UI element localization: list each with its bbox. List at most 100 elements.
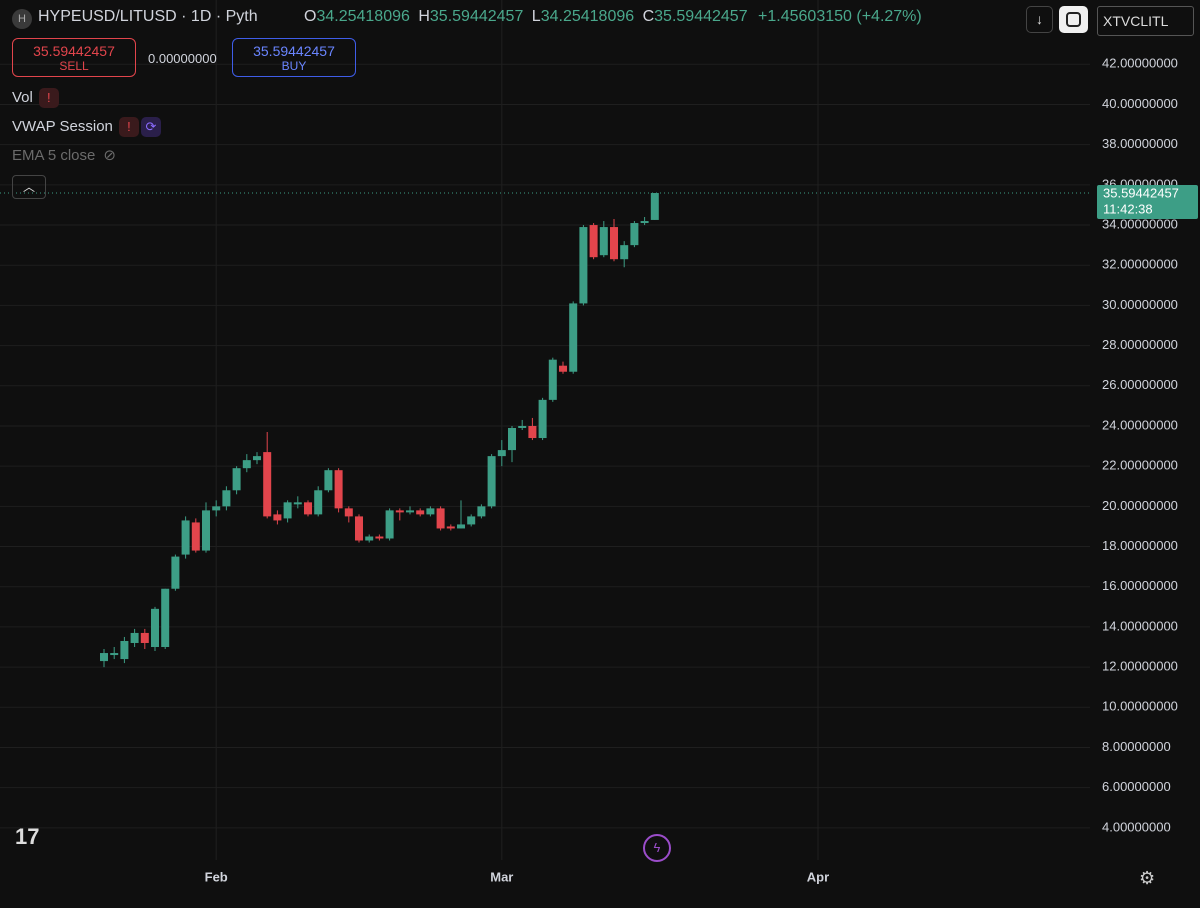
last-price-box [1097, 185, 1198, 220]
candle-body [436, 508, 445, 529]
symbol-title[interactable]: HYPEUSD/LITUSD · 1D · Pyth [38, 8, 258, 25]
candle-body [395, 510, 404, 513]
ohlc-label: H [418, 8, 430, 25]
candle-body [579, 227, 588, 304]
ohlc-value: 35.59442457 [654, 8, 748, 25]
candle-body [324, 470, 333, 491]
candle-body [589, 225, 598, 258]
collapse-button[interactable]: ↓ [1026, 6, 1053, 33]
candle-body [273, 514, 282, 521]
y-tick-label: 12.00000000 [1102, 659, 1178, 674]
candle-body [640, 221, 649, 224]
error-badge: ! [38, 88, 59, 108]
candle-body [528, 425, 537, 439]
y-tick-label: 10.00000000 [1102, 699, 1178, 714]
candle-body [334, 470, 343, 509]
x-tick-label: Mar [490, 869, 513, 884]
hidden-icon: ⊘ [103, 147, 116, 164]
candle-body [242, 460, 251, 469]
candle-body [314, 490, 323, 515]
indicator-row[interactable]: Vol! [12, 88, 59, 108]
compare-icon [1066, 12, 1081, 27]
candle-body [426, 508, 435, 515]
candle-body [191, 522, 200, 551]
candle-body [508, 427, 516, 451]
candle-body [620, 245, 629, 260]
candle-body [222, 490, 231, 507]
indicator-name: EMA 5 close [12, 147, 96, 164]
candle-body [385, 510, 394, 539]
candle-body [181, 520, 190, 555]
candle-body [538, 399, 547, 439]
candle-body [365, 536, 374, 541]
x-tick-label: Feb [205, 869, 228, 884]
candle-body [120, 640, 129, 660]
candle-body [406, 510, 414, 513]
candle-body [416, 510, 425, 515]
y-tick-label: 40.00000000 [1102, 96, 1178, 111]
candle-body [610, 227, 618, 260]
candle-body [130, 632, 139, 643]
candle-body [212, 506, 221, 511]
candle-body [446, 526, 455, 529]
compare-button[interactable] [1059, 6, 1088, 33]
error-badge: ! [118, 117, 139, 137]
collapse-legend-button[interactable]: ︿ [12, 175, 46, 199]
indicator-name: VWAP Session [12, 117, 113, 135]
candle-body [293, 502, 302, 505]
spread: 0.00000000 [148, 51, 217, 66]
candle-body [477, 506, 486, 517]
candle-body [650, 193, 659, 220]
y-tick-label: 32.00000000 [1102, 257, 1178, 272]
candle-body [283, 502, 292, 519]
symbol-input[interactable]: XTVCLITL [1097, 6, 1194, 36]
candle-body [548, 359, 557, 400]
y-tick-label: 8.00000000 [1102, 739, 1171, 754]
ohlc-value: 34.25418096 [316, 8, 410, 25]
candle-body [202, 510, 210, 551]
candle-body [253, 456, 261, 461]
indicator-row[interactable]: EMA 5 close ⊘ [12, 146, 116, 164]
countdown-label: 11:42:38 [1103, 201, 1153, 216]
settings-button[interactable]: ⚙ [1139, 868, 1156, 888]
y-tick-label: 4.00000000 [1102, 819, 1171, 834]
y-tick-label: 28.00000000 [1102, 337, 1178, 352]
buy-button[interactable]: 35.59442457 BUY [232, 38, 356, 77]
ohlc-value: 34.25418096 [540, 8, 635, 25]
symbol-icon: H [12, 9, 32, 29]
ohlc-readout: O34.25418096 H35.59442457 L34.25418096 C… [304, 8, 922, 26]
sell-price: 35.59442457 [33, 43, 115, 59]
candle-body [171, 556, 180, 589]
y-tick-label: 24.00000000 [1102, 417, 1178, 432]
y-tick-label: 42.00000000 [1102, 56, 1178, 71]
y-tick-label: 22.00000000 [1102, 458, 1178, 473]
replay-button[interactable]: ϟ [643, 834, 671, 862]
candle-body [355, 516, 363, 541]
candle-body [100, 653, 108, 662]
y-tick-label: 26.00000000 [1102, 377, 1178, 392]
y-tick-label: 18.00000000 [1102, 538, 1178, 553]
candle-body [457, 524, 465, 529]
ohlc-label: O [304, 8, 317, 25]
y-tick-label: 20.00000000 [1102, 498, 1178, 513]
buy-label: BUY [281, 59, 307, 73]
indicator-row[interactable]: VWAP Session! ⟳ [12, 117, 161, 137]
candle-body [304, 502, 312, 515]
y-tick-label: 16.00000000 [1102, 578, 1178, 593]
candle-body [467, 516, 476, 525]
candle-body [518, 425, 527, 428]
buy-price: 35.59442457 [253, 43, 335, 59]
sell-button[interactable]: 35.59442457 SELL [12, 38, 136, 77]
candle-body [263, 452, 272, 517]
sell-label: SELL [59, 59, 89, 73]
last-price-label: 35.59442457 [1103, 185, 1179, 200]
y-tick-label: 6.00000000 [1102, 779, 1171, 794]
candle-body [599, 227, 608, 256]
y-tick-label: 34.00000000 [1102, 216, 1178, 231]
candle-body [375, 536, 384, 539]
ohlc-label: L [531, 8, 541, 25]
indicator-name: Vol [12, 88, 33, 106]
candle-body [630, 223, 639, 246]
